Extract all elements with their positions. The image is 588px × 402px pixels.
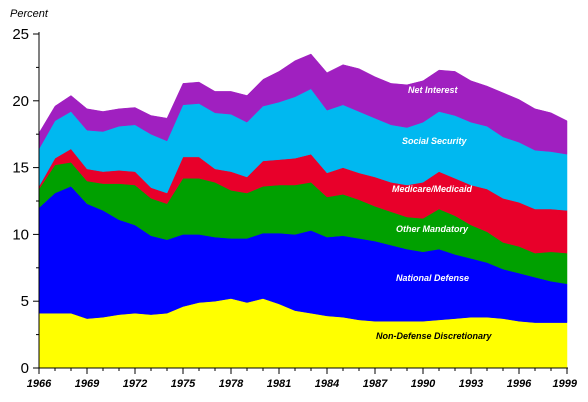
x-tick-label: 1969 [75, 378, 100, 390]
axes-group: 0 5 10 15 20 25 1966 1969 1972 1975 1978 1981 1984 19… [12, 26, 578, 390]
x-tick-label: 1978 [219, 378, 244, 390]
area-net-interest [38, 53, 568, 155]
x-tick-label: 1981 [267, 378, 291, 390]
series-label-national-defense: National Defense [396, 273, 469, 283]
y-tick-label: 5 [21, 293, 29, 310]
x-tick-label: 1972 [123, 378, 147, 390]
x-tick-label: 1996 [507, 378, 532, 390]
series-label-other-mandatory: Other Mandatory [396, 224, 469, 234]
y-tick-label: 10 [12, 226, 29, 243]
x-tick-label: 1987 [363, 378, 388, 390]
x-tick-label: 1990 [411, 378, 436, 390]
y-axis-title: Percent [10, 8, 49, 20]
series-label-net-interest: Net Interest [408, 85, 459, 95]
y-tick-label: 25 [12, 26, 29, 43]
y-tick-label: 20 [12, 93, 29, 110]
series-labels-group: Non-Defense Discretionary National Defens… [376, 85, 493, 341]
x-tick-label: 1993 [459, 378, 483, 390]
x-tick-label: 1999 [553, 378, 578, 390]
area-series-group [38, 53, 568, 369]
x-tick-label: 1966 [27, 378, 52, 390]
series-label-medicare-medicaid: Medicare/Medicaid [392, 184, 473, 194]
y-tick-label: 0 [21, 360, 29, 377]
y-tick-label: 15 [12, 160, 29, 177]
series-label-non-defense-discretionary: Non-Defense Discretionary [376, 331, 493, 341]
x-tick-label: 1975 [171, 378, 196, 390]
series-label-social-security: Social Security [402, 136, 468, 146]
x-tick-label: 1984 [315, 378, 339, 390]
